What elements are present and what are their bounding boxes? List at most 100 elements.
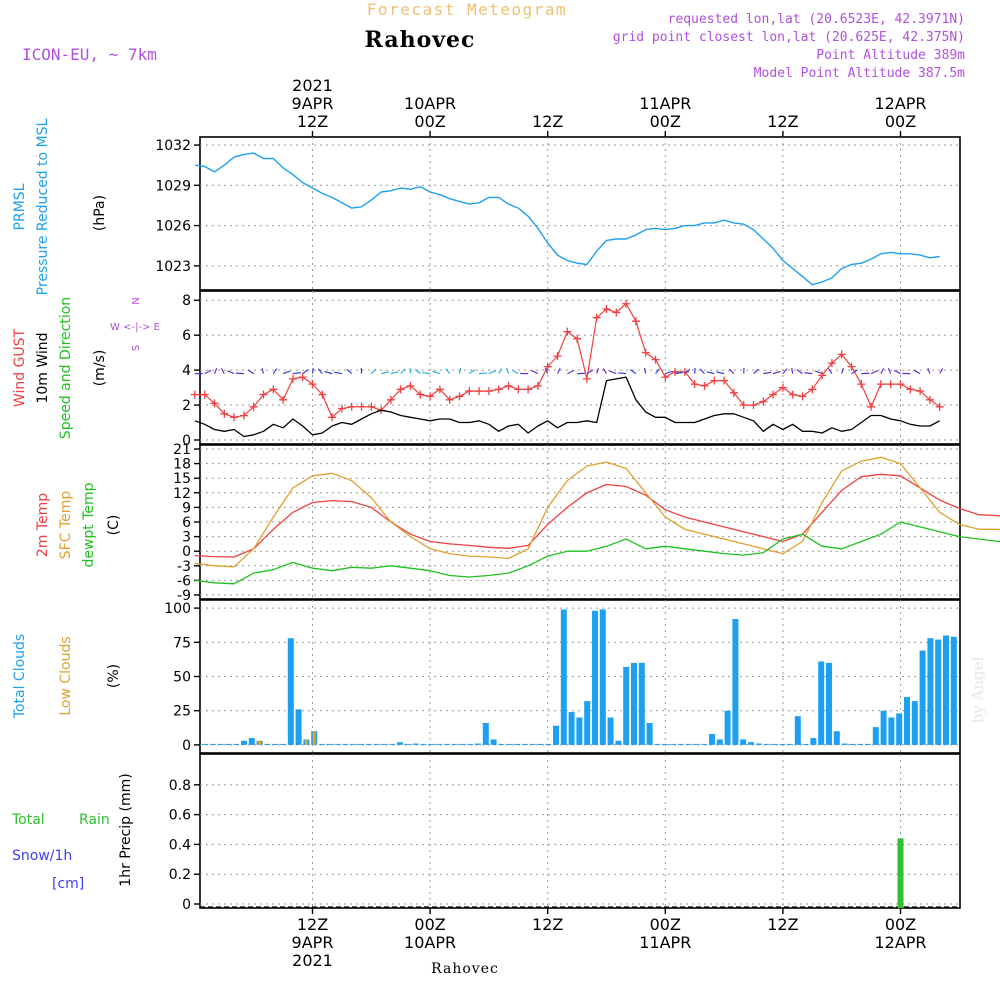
total-cloud-bar: [451, 743, 458, 745]
time-label: 9APR: [292, 933, 334, 952]
total-cloud-bar: [209, 743, 216, 745]
y-tick-label: 0: [182, 544, 191, 560]
wind-direction-arrow: [272, 368, 278, 374]
total-cloud-bar: [326, 743, 333, 745]
wind-direction-arrow: [870, 370, 879, 375]
wind-gust-marker: [543, 362, 552, 371]
wind-gust-marker: [759, 397, 768, 406]
wind-gust-marker: [426, 392, 435, 401]
total-cloud-bar: [404, 743, 411, 745]
total-cloud-bar: [950, 636, 957, 745]
total-cloud-bar: [482, 723, 489, 745]
time-label: 00Z: [650, 915, 681, 934]
precip-snow-unit: [cm]: [52, 876, 84, 892]
total-clouds-label: Total Clouds: [12, 634, 28, 719]
total-cloud-bar: [545, 743, 552, 745]
wind-direction-arrow: [880, 368, 885, 374]
wind-direction-arrow: [791, 367, 794, 374]
total-cloud-bar: [787, 743, 793, 745]
wind-direction-arrow: [479, 372, 488, 375]
total-cloud-bar: [233, 743, 240, 745]
wind-direction-arrow: [334, 371, 343, 375]
requested-coords: requested lon,lat (20.6523E, 42.3971N): [668, 12, 965, 27]
wind-direction-arrow: [851, 369, 858, 375]
wind-gust-marker: [935, 402, 944, 411]
wind-direction-arrow: [261, 367, 265, 374]
time-label: 10APR: [404, 94, 456, 113]
wind-direction-arrow: [887, 368, 892, 374]
total-cloud-bar: [436, 743, 442, 745]
total-cloud-bar: [272, 743, 279, 745]
time-label: 12Z: [532, 915, 563, 934]
wind-direction-arrow: [796, 369, 803, 375]
y-tick-label: 0: [182, 897, 191, 913]
wind-direction-arrow: [586, 369, 594, 375]
wind-direction-arrow: [458, 367, 462, 374]
wind-direction-arrow: [763, 371, 772, 375]
wind-gust-marker: [190, 390, 199, 399]
wind-gust-marker: [200, 390, 209, 399]
total-cloud-bar: [459, 743, 466, 745]
time-label: 00Z: [650, 112, 681, 131]
wind-direction-arrow: [414, 368, 421, 375]
total-cloud-bar: [646, 723, 653, 745]
wind-direction-arrow: [498, 368, 503, 374]
total-cloud-bar: [779, 743, 786, 745]
total-cloud-bar: [943, 635, 949, 745]
y-tick-label: 2: [182, 398, 191, 414]
y-tick-label: 8: [182, 293, 191, 309]
grid-lines: [200, 137, 960, 908]
total-cloud-bar: [771, 743, 778, 745]
y-tick-label: -3: [177, 559, 191, 575]
time-label: 12Z: [532, 112, 563, 131]
wind-gust-marker: [729, 388, 738, 397]
total-cloud-bar: [615, 740, 622, 745]
total-cloud-bar: [467, 743, 474, 745]
total-cloud-bar: [904, 697, 910, 745]
temperature-panel: [194, 456, 1000, 585]
wind-direction-arrow: [939, 368, 944, 374]
y-tick-label: 4: [182, 363, 191, 379]
total-cloud-bar: [654, 743, 661, 745]
pressure-line: [194, 152, 940, 286]
wind-gust-line: [194, 303, 941, 418]
footer-location: Rahovec: [431, 961, 499, 977]
low-cloud-bar: [312, 731, 316, 745]
wind-gust-marker: [239, 411, 248, 420]
wind-direction-arrow: [753, 368, 759, 375]
rain-bar: [897, 838, 904, 908]
time-label: 9APR: [292, 94, 334, 113]
time-label: 12Z: [767, 915, 798, 934]
time-label: 10APR: [404, 933, 456, 952]
y-tick-label: 1026: [155, 219, 191, 235]
wind-direction-arrow: [655, 368, 660, 374]
total-cloud-bar: [888, 717, 895, 745]
total-cloud-bar: [241, 740, 247, 745]
wind-gust-marker: [573, 334, 582, 343]
watermark: by Angel: [969, 656, 987, 723]
compass-west-east: W <-|-> E: [110, 322, 160, 333]
compass-south: S: [131, 345, 142, 351]
wind-gust-marker: [641, 348, 650, 357]
wind-gust-marker: [651, 355, 660, 364]
wind-direction-arrow: [841, 367, 844, 374]
total-cloud-bar: [280, 743, 286, 745]
compass-north: N: [131, 297, 142, 304]
total-cloud-bar: [514, 743, 520, 745]
location-title: Rahovec: [365, 27, 476, 53]
total-cloud-bar: [935, 639, 942, 745]
total-cloud-bar: [389, 743, 396, 745]
precip-rain-label: Rain: [79, 812, 110, 828]
wind-gust-marker: [328, 413, 337, 422]
total-cloud-bar: [740, 739, 747, 745]
wind-gust-marker: [475, 387, 484, 396]
wind-direction-arrow: [227, 370, 235, 375]
wind-gust-marker: [876, 380, 885, 389]
wind-gust-marker: [465, 387, 474, 396]
time-label: 12Z: [297, 112, 328, 131]
y-tick-label: 0.4: [169, 837, 191, 853]
wind-direction-arrow: [445, 368, 451, 374]
total-cloud-bar: [763, 743, 770, 745]
wind-gust-marker: [700, 381, 709, 390]
